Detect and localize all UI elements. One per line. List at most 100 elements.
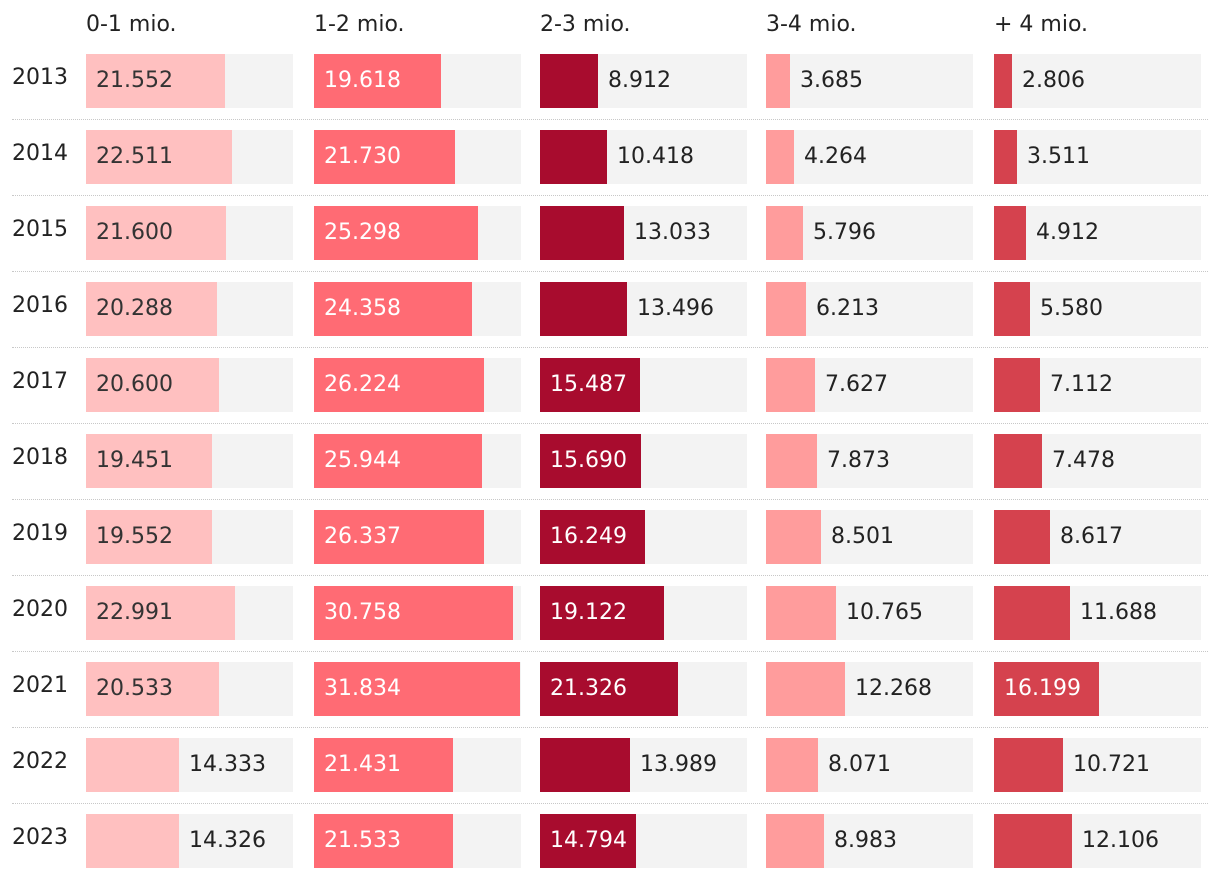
value-label: 10.418 bbox=[617, 144, 694, 169]
row-separator bbox=[12, 271, 1208, 272]
value-label: 14.794 bbox=[550, 828, 627, 853]
column-header: 0-1 mio. bbox=[86, 12, 177, 37]
bar-cell: 7.627 bbox=[766, 358, 973, 412]
value-label: 6.213 bbox=[816, 296, 879, 321]
year-label: 2020 bbox=[12, 597, 68, 622]
data-bar bbox=[994, 206, 1026, 260]
bar-cell: 7.112 bbox=[994, 358, 1201, 412]
data-bar bbox=[314, 738, 453, 792]
bar-cell: 8.617 bbox=[994, 510, 1201, 564]
value-label: 20.600 bbox=[96, 372, 173, 397]
year-label: 2015 bbox=[12, 217, 68, 242]
data-bar bbox=[994, 662, 1099, 716]
data-bar bbox=[766, 282, 806, 336]
bar-cell: 14.794 bbox=[540, 814, 747, 868]
value-label: 8.501 bbox=[831, 524, 894, 549]
bar-cell: 21.431 bbox=[314, 738, 521, 792]
value-label: 15.487 bbox=[550, 372, 627, 397]
value-label: 13.496 bbox=[637, 296, 714, 321]
value-label: 7.112 bbox=[1050, 372, 1113, 397]
row-separator bbox=[12, 119, 1208, 120]
value-label: 21.600 bbox=[96, 220, 173, 245]
bar-cell: 6.213 bbox=[766, 282, 973, 336]
value-label: 13.033 bbox=[634, 220, 711, 245]
value-label: 25.298 bbox=[324, 220, 401, 245]
value-label: 5.796 bbox=[813, 220, 876, 245]
data-bar bbox=[766, 586, 836, 640]
data-bar bbox=[540, 282, 627, 336]
row-separator bbox=[12, 803, 1208, 804]
bar-cell: 13.033 bbox=[540, 206, 747, 260]
bar-cell: 4.912 bbox=[994, 206, 1201, 260]
bar-cell: 21.326 bbox=[540, 662, 747, 716]
value-label: 22.511 bbox=[96, 144, 173, 169]
value-label: 8.912 bbox=[608, 68, 671, 93]
bar-cell: 31.834 bbox=[314, 662, 521, 716]
value-label: 15.690 bbox=[550, 448, 627, 473]
bar-cell: 5.580 bbox=[994, 282, 1201, 336]
data-bar bbox=[766, 738, 818, 792]
data-bar bbox=[314, 814, 453, 868]
data-bar bbox=[86, 206, 226, 260]
value-label: 10.721 bbox=[1073, 752, 1150, 777]
data-bar bbox=[994, 54, 1012, 108]
value-label: 26.224 bbox=[324, 372, 401, 397]
row-separator bbox=[12, 423, 1208, 424]
data-bar bbox=[314, 510, 484, 564]
data-bar bbox=[314, 206, 478, 260]
bar-cell: 12.106 bbox=[994, 814, 1201, 868]
data-bar bbox=[540, 206, 624, 260]
bar-cell: 20.288 bbox=[86, 282, 293, 336]
bar-cell: 13.496 bbox=[540, 282, 747, 336]
data-bar bbox=[994, 130, 1017, 184]
data-bar bbox=[766, 510, 821, 564]
data-bar bbox=[994, 282, 1030, 336]
bar-cell: 26.337 bbox=[314, 510, 521, 564]
value-label: 19.451 bbox=[96, 448, 173, 473]
bar-cell: 20.600 bbox=[86, 358, 293, 412]
value-label: 21.533 bbox=[324, 828, 401, 853]
bar-cell: 14.333 bbox=[86, 738, 293, 792]
bar-cell: 3.685 bbox=[766, 54, 973, 108]
data-bar bbox=[766, 206, 803, 260]
data-bar bbox=[766, 130, 794, 184]
data-bar bbox=[540, 814, 636, 868]
data-bar bbox=[86, 130, 232, 184]
value-label: 8.617 bbox=[1060, 524, 1123, 549]
bar-cell: 25.944 bbox=[314, 434, 521, 488]
data-bar bbox=[540, 738, 630, 792]
column-header: 3-4 mio. bbox=[766, 12, 857, 37]
value-label: 7.873 bbox=[827, 448, 890, 473]
data-bar bbox=[540, 434, 641, 488]
year-label: 2014 bbox=[12, 141, 68, 166]
year-label: 2018 bbox=[12, 445, 68, 470]
bar-cell: 7.478 bbox=[994, 434, 1201, 488]
bar-cell: 19.451 bbox=[86, 434, 293, 488]
data-bar bbox=[86, 814, 179, 868]
column-header: 1-2 mio. bbox=[314, 12, 405, 37]
bar-cell: 24.358 bbox=[314, 282, 521, 336]
data-bar bbox=[540, 54, 598, 108]
bar-cell: 15.487 bbox=[540, 358, 747, 412]
value-label: 30.758 bbox=[324, 600, 401, 625]
row-separator bbox=[12, 347, 1208, 348]
data-bar bbox=[994, 738, 1063, 792]
year-label: 2019 bbox=[12, 521, 68, 546]
data-bar bbox=[86, 586, 235, 640]
data-bar bbox=[540, 130, 607, 184]
bar-cell: 21.730 bbox=[314, 130, 521, 184]
bar-cell: 19.618 bbox=[314, 54, 521, 108]
bar-cell: 8.501 bbox=[766, 510, 973, 564]
bar-cell: 10.721 bbox=[994, 738, 1201, 792]
data-bar bbox=[540, 358, 640, 412]
data-bar bbox=[86, 54, 225, 108]
year-label: 2022 bbox=[12, 749, 68, 774]
value-label: 2.806 bbox=[1022, 68, 1085, 93]
value-label: 21.326 bbox=[550, 676, 627, 701]
bar-cell: 5.796 bbox=[766, 206, 973, 260]
bar-cell: 15.690 bbox=[540, 434, 747, 488]
value-label: 20.533 bbox=[96, 676, 173, 701]
data-bar bbox=[314, 434, 482, 488]
data-bar bbox=[994, 586, 1070, 640]
